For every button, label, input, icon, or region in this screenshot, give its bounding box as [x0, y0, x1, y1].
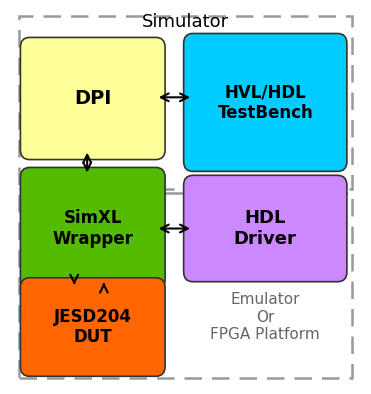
FancyBboxPatch shape — [184, 175, 347, 282]
Bar — [19, 16, 352, 189]
Bar — [19, 193, 352, 378]
Text: HDL
Driver: HDL Driver — [234, 209, 297, 248]
Text: HVL/HDL
TestBench: HVL/HDL TestBench — [217, 83, 313, 122]
Text: DPI: DPI — [74, 89, 111, 108]
FancyBboxPatch shape — [20, 278, 165, 376]
Text: Emulator
Or
FPGA Platform: Emulator Or FPGA Platform — [210, 292, 320, 342]
Text: Simulator: Simulator — [142, 13, 229, 31]
Text: SimXL
Wrapper: SimXL Wrapper — [52, 209, 133, 248]
Text: JESD204
DUT: JESD204 DUT — [54, 308, 132, 346]
FancyBboxPatch shape — [20, 167, 165, 290]
FancyBboxPatch shape — [20, 37, 165, 160]
FancyBboxPatch shape — [184, 33, 347, 171]
